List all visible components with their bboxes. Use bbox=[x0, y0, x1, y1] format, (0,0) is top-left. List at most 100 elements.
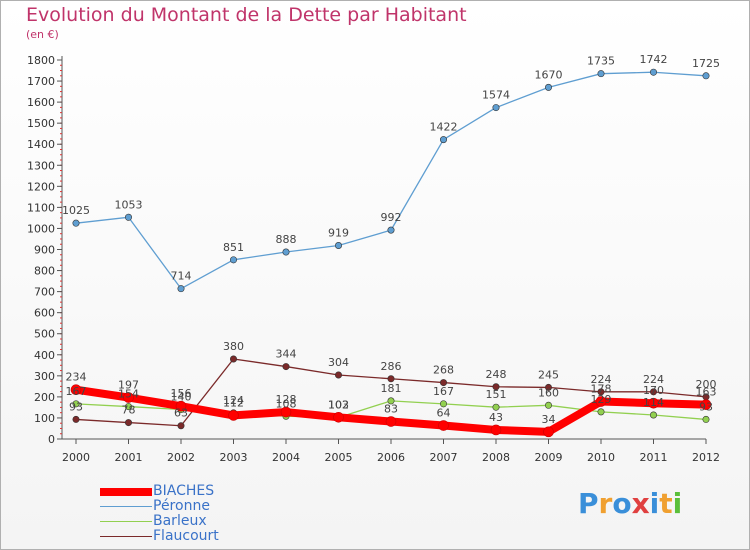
proxiti-logo: Proxiti bbox=[578, 487, 682, 520]
data-point-flaucourt bbox=[282, 363, 290, 371]
data-label-péronne: 1742 bbox=[640, 53, 668, 66]
y-tick-label: 100 bbox=[34, 412, 55, 425]
data-point-biaches bbox=[333, 412, 344, 423]
data-label-péronne: 919 bbox=[328, 226, 349, 239]
x-tick-label: 2002 bbox=[167, 451, 195, 464]
chart-title: Evolution du Montant de la Dette par Hab… bbox=[26, 4, 467, 26]
y-tick-label: 200 bbox=[34, 391, 55, 404]
data-point-barleux bbox=[544, 401, 552, 409]
data-point-barleux bbox=[125, 403, 133, 411]
logo-letter: P bbox=[578, 487, 599, 520]
y-tick-label: 800 bbox=[34, 265, 55, 278]
data-point-barleux bbox=[702, 415, 710, 423]
y-tick-label: 1600 bbox=[27, 96, 55, 109]
data-point-barleux bbox=[597, 408, 605, 416]
data-label-flaucourt: 224 bbox=[591, 373, 612, 386]
data-point-flaucourt bbox=[439, 379, 447, 387]
y-tick-label: 600 bbox=[34, 307, 55, 320]
data-label-biaches: 197 bbox=[118, 379, 139, 392]
data-point-flaucourt bbox=[492, 383, 500, 391]
y-tick-label: 500 bbox=[34, 328, 55, 341]
chart-subtitle: (en €) bbox=[26, 28, 59, 41]
data-label-péronne: 1574 bbox=[482, 89, 510, 102]
data-label-biaches: 170 bbox=[643, 384, 664, 397]
data-label-péronne: 1735 bbox=[587, 55, 615, 68]
data-label-barleux: 160 bbox=[538, 386, 559, 399]
data-label-barleux: 167 bbox=[433, 385, 454, 398]
data-point-péronne bbox=[282, 248, 290, 256]
data-point-barleux bbox=[649, 411, 657, 419]
data-label-péronne: 1670 bbox=[535, 68, 563, 81]
logo-letter: t bbox=[659, 487, 673, 520]
series-line-péronne bbox=[75, 71, 707, 290]
data-point-biaches bbox=[123, 392, 134, 403]
data-point-biaches bbox=[490, 424, 502, 436]
x-tick-label: 2006 bbox=[377, 451, 405, 464]
legend-swatch bbox=[100, 488, 152, 496]
data-point-biaches bbox=[595, 396, 607, 407]
data-point-flaucourt bbox=[334, 371, 342, 379]
data-point-flaucourt bbox=[177, 422, 185, 430]
legend-swatch bbox=[100, 521, 152, 522]
y-tick-label: 1500 bbox=[27, 117, 55, 130]
data-point-biaches bbox=[385, 416, 397, 427]
x-tick-label: 2012 bbox=[692, 451, 720, 464]
logo-letter: r bbox=[598, 487, 613, 520]
y-tick-label: 0 bbox=[48, 433, 55, 446]
x-tick-label: 2000 bbox=[62, 451, 90, 464]
y-tick-label: 1100 bbox=[27, 201, 55, 214]
data-point-flaucourt bbox=[387, 375, 395, 383]
legend-swatch bbox=[100, 536, 152, 537]
data-label-barleux: 129 bbox=[591, 393, 612, 406]
logo-letter: i bbox=[672, 487, 683, 520]
data-label-péronne: 1025 bbox=[62, 204, 90, 217]
data-label-flaucourt: 344 bbox=[276, 348, 297, 361]
data-point-péronne bbox=[177, 285, 185, 293]
data-point-barleux bbox=[387, 397, 395, 405]
x-tick-label: 2010 bbox=[587, 451, 615, 464]
logo-letter: x bbox=[631, 487, 650, 520]
logo-letter: o bbox=[612, 487, 632, 520]
data-point-flaucourt bbox=[72, 415, 80, 423]
legend-label: BIACHES bbox=[153, 483, 215, 499]
y-tick-label: 400 bbox=[34, 349, 55, 362]
data-label-barleux: 151 bbox=[486, 388, 507, 401]
data-label-péronne: 1053 bbox=[115, 198, 143, 211]
data-label-flaucourt: 245 bbox=[538, 368, 559, 381]
data-label-flaucourt: 286 bbox=[381, 360, 402, 373]
x-tick-label: 2003 bbox=[220, 451, 248, 464]
data-label-biaches: 178 bbox=[591, 383, 612, 396]
data-point-péronne bbox=[544, 83, 552, 91]
x-tick-label: 2004 bbox=[272, 451, 300, 464]
data-label-biaches: 112 bbox=[223, 396, 244, 409]
data-label-flaucourt: 78 bbox=[122, 404, 136, 417]
legend-label: Péronne bbox=[153, 498, 210, 514]
data-label-barleux: 102 bbox=[328, 399, 349, 412]
data-point-péronne bbox=[649, 68, 657, 76]
data-label-biaches: 64 bbox=[437, 407, 451, 420]
data-label-biaches: 43 bbox=[489, 411, 503, 424]
data-label-flaucourt: 93 bbox=[69, 400, 83, 413]
data-label-péronne: 992 bbox=[381, 211, 402, 224]
data-point-biaches bbox=[438, 420, 449, 431]
data-point-péronne bbox=[702, 72, 710, 80]
legend-swatch bbox=[100, 506, 152, 507]
data-point-biaches bbox=[70, 384, 82, 396]
data-point-flaucourt bbox=[544, 383, 552, 391]
data-point-flaucourt bbox=[125, 419, 133, 427]
data-label-barleux: 154 bbox=[118, 388, 139, 401]
data-label-péronne: 714 bbox=[171, 270, 192, 283]
data-label-flaucourt: 380 bbox=[223, 340, 244, 353]
data-point-biaches bbox=[648, 397, 659, 409]
data-label-biaches: 83 bbox=[384, 403, 398, 416]
data-labels: 93 78 63 380 344 304 286 268 248 245 224 224 200 167 1… bbox=[62, 53, 720, 426]
data-label-biaches: 103 bbox=[328, 398, 349, 411]
data-label-biaches: 34 bbox=[542, 413, 556, 426]
x-tick-label: 2008 bbox=[482, 451, 510, 464]
y-tick-label: 900 bbox=[34, 244, 55, 257]
legend-label: Barleux bbox=[153, 513, 207, 529]
data-point-péronne bbox=[72, 219, 80, 227]
data-point-biaches bbox=[228, 410, 239, 421]
data-point-biaches bbox=[543, 426, 554, 438]
data-label-barleux: 124 bbox=[223, 394, 244, 407]
